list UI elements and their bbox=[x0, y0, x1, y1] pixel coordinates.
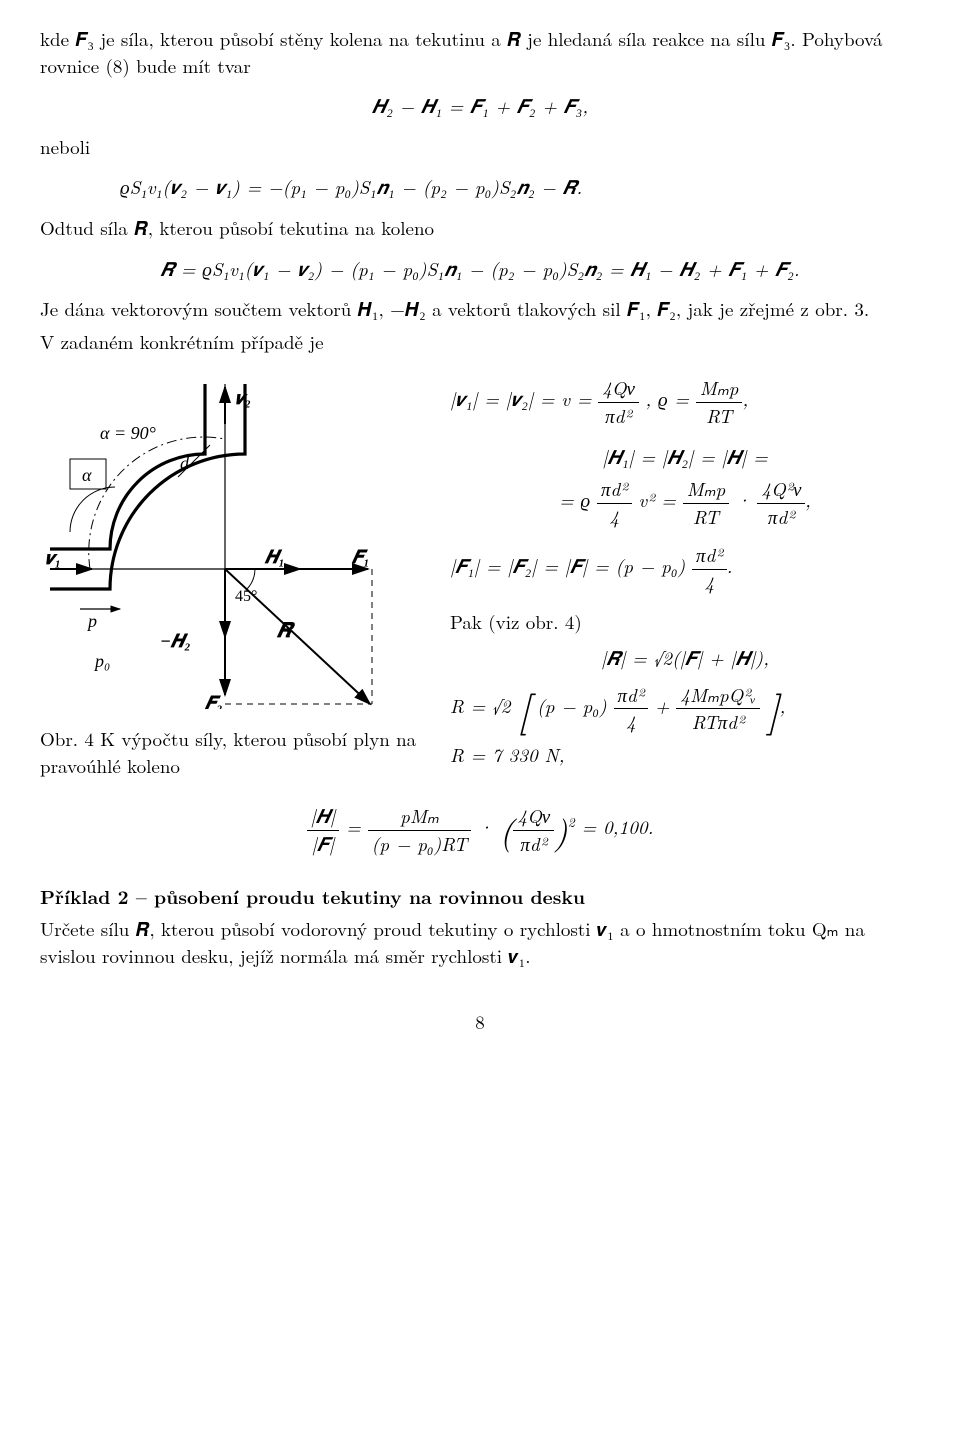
eq-ratio: |𝑯||𝑭| = pMₘ(p − p₀)RT · (4Qᴠπd²)2 = 0,1… bbox=[40, 803, 920, 857]
txt: v² = bbox=[638, 486, 675, 513]
page-number: 8 bbox=[40, 1009, 920, 1036]
num: πd² bbox=[614, 682, 649, 709]
label-p: p bbox=[86, 611, 97, 631]
eq-Rabs: |𝑹| = √2(|𝑭| + |𝑯|), bbox=[450, 645, 920, 672]
section-2-title: Příklad 2 – působení proudu tekutiny na … bbox=[40, 883, 920, 910]
pipe-elbow-diagram: d α = 90° α 𝒗₁ 𝒗₂ p p₀ 𝑯₁ 𝑭₁ bbox=[40, 369, 420, 709]
eq-Rnum: R = 7 330 N, bbox=[450, 742, 920, 769]
txt: (p − p₀) bbox=[537, 692, 607, 719]
num: 4Q²ᴠ bbox=[757, 476, 805, 503]
label-v1: 𝒗₁ bbox=[45, 548, 61, 568]
txt: R = √2 bbox=[450, 692, 510, 719]
txt: , ϱ = bbox=[645, 386, 689, 413]
num: Mₘp bbox=[696, 375, 743, 402]
para-fr3: kde 𝑭₃ je síla, kterou působí stěny kole… bbox=[40, 26, 920, 79]
label-H2: −𝑯₂ bbox=[160, 631, 191, 651]
num: |𝑯| bbox=[307, 803, 340, 830]
num: pMₘ bbox=[368, 803, 472, 830]
label-H1: 𝑯₁ bbox=[264, 547, 285, 567]
den: 4 bbox=[597, 503, 632, 531]
num: πd² bbox=[692, 542, 727, 569]
figure-column: d α = 90° α 𝒗₁ 𝒗₂ p p₀ 𝑯₁ 𝑭₁ bbox=[40, 369, 420, 785]
txt: = bbox=[346, 813, 361, 840]
num: Mₘp bbox=[683, 476, 730, 503]
den: RT bbox=[683, 503, 730, 531]
label-alpha-eq: α = 90° bbox=[100, 423, 156, 443]
eq-H-expand: = ϱ πd²4 v² = MₘpRT · 4Q²ᴠπd², bbox=[450, 476, 920, 530]
label-v2: 𝒗₂ bbox=[235, 388, 251, 408]
para-konkretni: V zadaném konkrétním případě je bbox=[40, 329, 920, 356]
txt: · bbox=[478, 813, 493, 840]
para-priklad2: Určete sílu 𝑹, kterou působí vodorovný p… bbox=[40, 916, 920, 969]
figure-caption: Obr. 4 K výpočtu síly, kterou působí ply… bbox=[40, 726, 420, 779]
eq-F: |𝑭₁| = |𝑭₂| = |𝑭| = (p − p₀) πd²4. bbox=[450, 542, 920, 596]
eq-H: |𝑯₁| = |𝑯₂| = |𝑯| = bbox=[450, 444, 920, 471]
equation-1: 𝑯₂ − 𝑯₁ = 𝑭₁ + 𝑭₂ + 𝑭₃, bbox=[40, 93, 920, 120]
figure-row: d α = 90° α 𝒗₁ 𝒗₂ p p₀ 𝑯₁ 𝑭₁ bbox=[40, 369, 920, 785]
den: πd² bbox=[513, 830, 553, 858]
num: πd² bbox=[597, 476, 632, 503]
den: RT bbox=[696, 402, 743, 430]
label-d: d bbox=[180, 453, 190, 473]
den: |𝑭| bbox=[307, 830, 340, 858]
txt: |𝑭₁| = |𝑭₂| = |𝑭| = (p − p₀) bbox=[450, 553, 685, 580]
den: (p − p₀)RT bbox=[368, 830, 472, 858]
den: RTπd² bbox=[676, 708, 760, 736]
para-odtud: Odtud síla 𝑹, kterou působí tekutina na … bbox=[40, 215, 920, 242]
txt: · bbox=[736, 486, 751, 513]
den: 4 bbox=[614, 708, 649, 736]
label-alpha: α bbox=[82, 465, 92, 485]
label-F1: 𝑭₁ bbox=[351, 547, 370, 567]
equations-column: |𝒗₁| = |𝒗₂| = v = 4Qᴠπd² , ϱ = MₘpRT, |𝑯… bbox=[450, 369, 920, 774]
label-p0: p₀ bbox=[93, 651, 110, 671]
label-F2: 𝑭₂ bbox=[204, 693, 223, 709]
equation-2: ϱS₁v₁(𝒗₂ − 𝒗₁) = −(p₁ − p₀)S₁𝒏₁ − (p₂ − … bbox=[40, 174, 920, 201]
den: πd² bbox=[757, 503, 805, 531]
num: 4MₘpQ²ᵥ bbox=[676, 682, 760, 709]
para-neboli: neboli bbox=[40, 134, 920, 161]
den: πd² bbox=[598, 402, 638, 430]
den: 4 bbox=[692, 569, 727, 597]
para-pak: Pak (viz obr. 4) bbox=[450, 609, 920, 636]
equation-3: 𝑹 = ϱS₁v₁(𝒗₁ − 𝒗₂) − (p₁ − p₀)S₁𝒏₁ − (p₂… bbox=[40, 256, 920, 283]
num: 4Qᴠ bbox=[513, 803, 553, 830]
txt: + bbox=[655, 692, 670, 719]
num: 4Qᴠ bbox=[598, 375, 638, 402]
txt: |𝒗₁| = |𝒗₂| = v = bbox=[450, 386, 591, 413]
txt: = 0,100. bbox=[582, 813, 654, 840]
exp: 2 bbox=[568, 812, 575, 831]
eq-v: |𝒗₁| = |𝒗₂| = v = 4Qᴠπd² , ϱ = MₘpRT, bbox=[450, 375, 920, 429]
eq-Rval: R = √2 [ (p − p₀) πd²4 + 4MₘpQ²ᵥRTπd² ], bbox=[450, 682, 920, 736]
txt: = ϱ bbox=[559, 486, 590, 513]
para-vektorovy: Je dána vektorovým součtem vektorů 𝑯₁, −… bbox=[40, 296, 920, 323]
